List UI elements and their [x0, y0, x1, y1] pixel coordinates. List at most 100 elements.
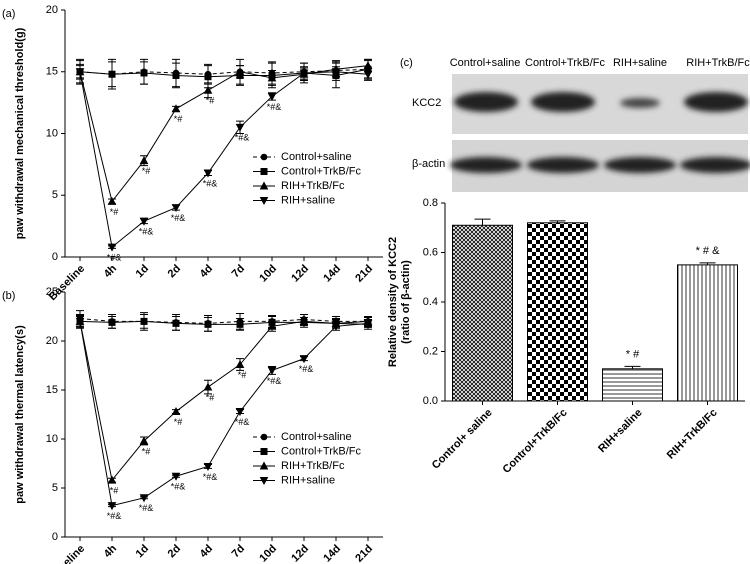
legend-label: Control+saline	[281, 151, 352, 163]
y-tick-label: 0.4	[423, 296, 438, 308]
series-line	[79, 321, 369, 507]
point-label: *#&	[267, 102, 282, 112]
y-tick-label: 10	[46, 127, 58, 139]
data-point	[139, 436, 149, 445]
point-label: *#	[110, 207, 119, 217]
x-tick-label: 4d	[198, 543, 216, 561]
y-axis-label: Relative density of KCC2	[387, 237, 399, 367]
error-bar	[699, 262, 716, 265]
y-tick-label: 0.8	[423, 197, 438, 209]
point-label: *#&	[139, 227, 154, 237]
data-point	[299, 316, 309, 325]
legend-marker	[260, 433, 268, 441]
data-point	[203, 382, 213, 391]
x-tick-label: Control+TrkB/Fc	[500, 407, 569, 476]
data-point	[267, 366, 277, 375]
legend-label: Control+TrkB/Fc	[281, 165, 361, 177]
point-label: *#&	[203, 472, 218, 482]
panel-label: (c)	[400, 57, 413, 69]
x-tick-label: 14d	[321, 543, 343, 564]
series-line	[79, 71, 369, 249]
legend-marker	[259, 181, 269, 190]
legend-label: RIH+TrkB/Fc	[281, 460, 345, 472]
point-label: *#	[142, 446, 151, 456]
y-tick-label: 0.6	[423, 246, 438, 258]
data-point	[203, 85, 213, 94]
error-bar	[474, 218, 491, 226]
data-point	[75, 68, 85, 77]
bar	[527, 222, 588, 402]
y-axis-label: paw withdrawal thermal latency(s)	[14, 325, 26, 504]
point-label: *#&	[171, 482, 186, 492]
data-point	[139, 156, 149, 165]
y-tick-label: 0	[52, 251, 58, 263]
y-tick-label: 20	[46, 4, 58, 16]
data-point	[235, 123, 245, 132]
western-blot: Control+saline Control+TrkB/Fc RIH+salin…	[412, 57, 750, 192]
data-point	[203, 169, 213, 178]
data-point	[267, 92, 277, 102]
x-tick-label: RIH+saline	[596, 407, 644, 455]
row-label: β-actin	[412, 158, 445, 170]
x-tick-label: 10d	[257, 543, 279, 564]
point-label: *#&	[203, 178, 218, 188]
y-tick-label: 5	[52, 482, 58, 494]
lane-label: Control+saline	[450, 57, 521, 69]
data-point	[363, 70, 373, 79]
y-tick-label: 0.2	[423, 345, 438, 357]
x-tick-label: 1d	[134, 543, 152, 561]
x-tick-label: 4h	[102, 542, 120, 560]
legend-label: RIH+saline	[281, 474, 335, 486]
legend-label: RIH+TrkB/Fc	[281, 180, 345, 192]
legend-label: RIH+saline	[281, 194, 335, 206]
data-point	[140, 317, 148, 325]
point-label: *#&	[299, 364, 314, 374]
legend-marker	[259, 461, 269, 470]
y-axis-label: (ratio of β-actin)	[400, 260, 412, 344]
data-point	[236, 320, 244, 328]
y-tick-label: 10	[46, 433, 58, 445]
point-label: *#	[206, 392, 215, 402]
point-label: *#&	[171, 213, 186, 223]
y-tick-label: 15	[46, 66, 58, 78]
series-line	[79, 65, 369, 203]
lane-label: RIH+TrkB/Fc	[686, 57, 750, 69]
lane-label: RIH+saline	[613, 57, 667, 69]
legend-marker	[259, 477, 269, 486]
x-tick-label: 1d	[134, 263, 152, 281]
data-point	[267, 321, 277, 330]
x-tick-label: 7d	[230, 263, 248, 281]
x-tick-label: 2d	[166, 543, 184, 561]
panel-label: (a)	[2, 8, 15, 20]
point-label: *#	[174, 417, 183, 427]
point-label: *#&	[107, 511, 122, 521]
data-point	[171, 407, 181, 416]
x-tick-label: Control+ saline	[430, 407, 495, 472]
data-point	[172, 319, 180, 327]
data-point	[107, 243, 117, 252]
x-tick-label: 2d	[166, 263, 184, 281]
y-axis-label: paw withdrawal mechanical threshold(g)	[14, 27, 26, 239]
y-tick-label: 25	[46, 286, 58, 298]
point-label: *#	[110, 486, 119, 496]
x-tick-label: 4h	[102, 262, 120, 280]
point-label: *#&	[267, 376, 282, 386]
panel-label: (b)	[2, 290, 15, 302]
error-bar	[549, 220, 566, 223]
data-point	[107, 475, 117, 484]
point-label: *#	[206, 96, 215, 106]
data-point	[235, 67, 245, 76]
point-label: * #	[626, 348, 640, 360]
y-tick-label: 0.0	[423, 395, 438, 407]
data-point	[204, 320, 212, 328]
data-point	[363, 319, 373, 328]
data-point	[107, 502, 117, 511]
data-point	[171, 104, 181, 113]
x-tick-label: 21d	[353, 543, 375, 564]
data-point	[267, 73, 277, 82]
point-label: *#&	[139, 503, 154, 513]
legend-marker	[259, 197, 269, 206]
lane-label: Control+TrkB/Fc	[525, 57, 605, 69]
bar	[452, 224, 513, 402]
